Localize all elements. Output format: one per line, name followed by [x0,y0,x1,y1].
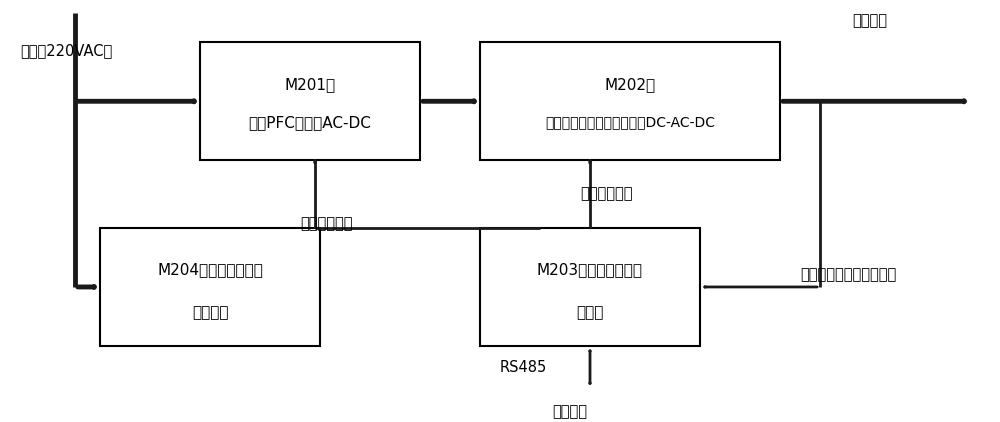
Text: 具有PFC控制的AC-DC: 具有PFC控制的AC-DC [249,115,371,130]
Text: 具有全桥逆变和同步整流的DC-AC-DC: 具有全桥逆变和同步整流的DC-AC-DC [545,115,715,130]
Text: M201：: M201： [284,77,336,92]
Text: 单元输出电压、电流测量: 单元输出电压、电流测量 [800,267,896,282]
FancyBboxPatch shape [200,42,420,160]
Text: RS485: RS485 [500,360,547,375]
Text: M203：开关电源单元: M203：开关电源单元 [537,262,643,278]
Text: 控制器: 控制器 [576,305,604,320]
Text: 整流电压控制: 整流电压控制 [300,216,352,231]
Text: M202：: M202： [604,77,656,92]
Text: 直流输出: 直流输出 [852,14,888,29]
Text: 输出电压控制: 输出电压控制 [580,187,633,202]
FancyBboxPatch shape [100,228,320,346]
Text: 市电（220VAC）: 市电（220VAC） [20,43,112,58]
Text: 主控制器: 主控制器 [552,404,588,419]
Text: 辅助电源: 辅助电源 [192,305,228,320]
Text: M204：开关电源单元: M204：开关电源单元 [157,262,263,278]
FancyBboxPatch shape [480,42,780,160]
FancyBboxPatch shape [480,228,700,346]
